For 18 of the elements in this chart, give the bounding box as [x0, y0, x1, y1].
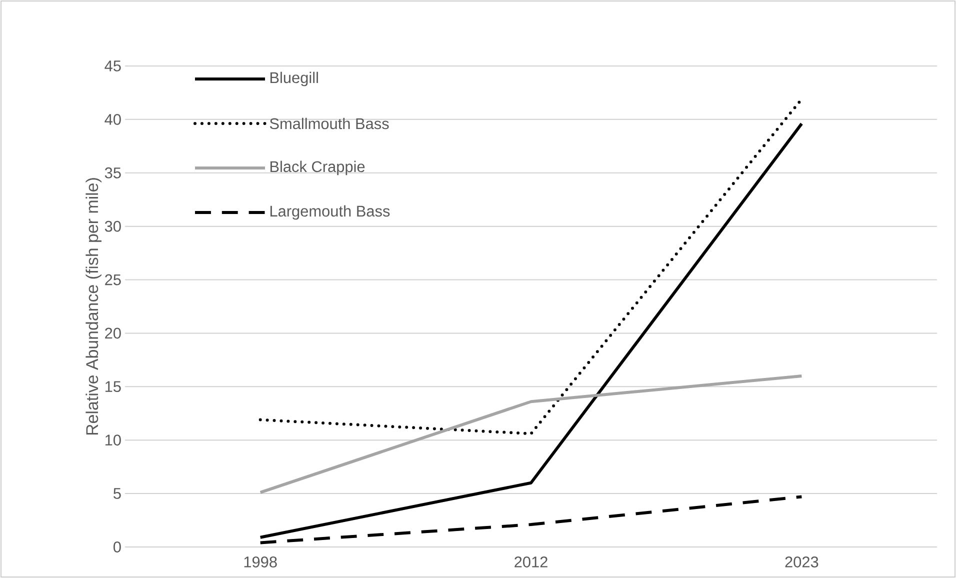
y-tick-label: 25 [105, 274, 121, 286]
legend-label: Smallmouth Bass [270, 118, 389, 130]
y-tick-label: 40 [104, 114, 121, 125]
legend-label: Largemouth Bass [270, 205, 390, 220]
x-tick-label: 2023 [785, 556, 818, 568]
y-tick-label: 15 [105, 381, 121, 392]
y-tick-label: 0 [114, 542, 121, 552]
x-tick-label: 1998 [244, 556, 277, 568]
y-tick-label: 5 [114, 488, 121, 499]
y-tick-label: 10 [105, 434, 121, 446]
y-tick-label: 30 [104, 220, 121, 232]
x-tick-label: 2012 [514, 556, 548, 568]
y-tick-label: 35 [104, 167, 121, 178]
legend-label: Black Crappie [270, 160, 365, 176]
y-axis-title: Relative Abundance (fish per mile) [86, 178, 102, 435]
y-tick-label: 45 [104, 60, 121, 72]
y-tick-label: 20 [105, 328, 121, 339]
legend-label: Bluegill [270, 72, 318, 86]
